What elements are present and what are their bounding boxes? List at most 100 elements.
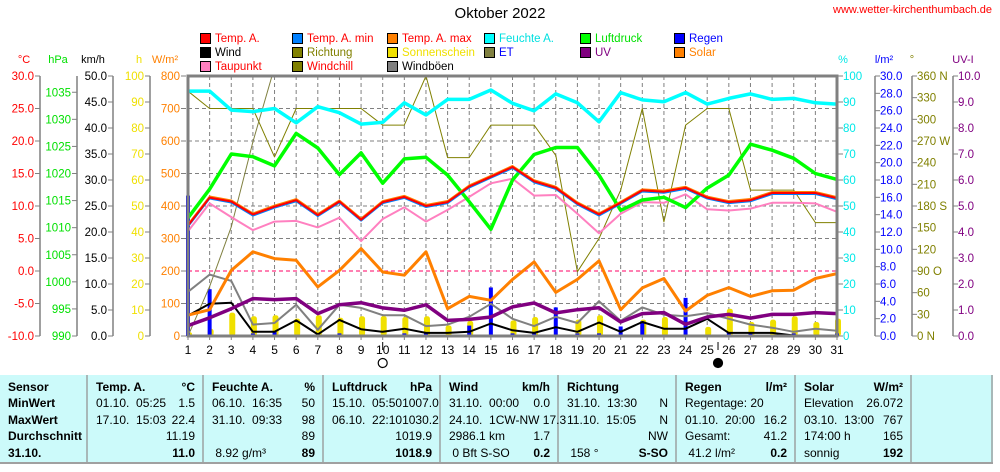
cell-label: 15.10. 05:50 — [332, 396, 403, 411]
legend-swatch-icon — [292, 33, 303, 44]
rain-bar — [553, 307, 558, 336]
axis-unit-uv: UV-I — [952, 54, 973, 66]
x-tick-label: 30 — [809, 343, 823, 357]
column-header-label: Solar — [804, 380, 835, 394]
cell-label: 11.10. 15:05 — [567, 412, 637, 427]
axis-unit-solar: W/m² — [152, 54, 179, 66]
legend-swatch-icon — [484, 47, 495, 58]
legend-swatch-icon — [387, 33, 398, 44]
axis-tick-label-temp: -10.0 — [8, 331, 34, 343]
cell-value: S-SO — [638, 445, 668, 460]
chart-title: Oktober 2022 — [454, 5, 546, 22]
legend-swatch-icon — [387, 61, 398, 72]
series-line-temp-a-max — [188, 164, 837, 225]
table-row: 24.10. 1C W-NW 17.3 — [449, 412, 566, 428]
cell-value: 0.2 — [770, 445, 787, 460]
axis-tick-label-hum: 60 — [843, 175, 856, 187]
x-tick-label: 25 — [701, 343, 715, 357]
column-header: Sensor — [8, 379, 79, 395]
axis-tick-label-hum: 50 — [843, 201, 856, 213]
axis-tick-label-sun: 70 — [131, 149, 144, 161]
axis-tick-label-uv: 0.0 — [958, 331, 974, 343]
rain-bar — [726, 332, 731, 336]
x-tick-label: 11 — [398, 343, 411, 357]
axis-tick-label-sun: 40 — [131, 227, 144, 239]
x-tick-label: 6 — [293, 343, 300, 357]
table-row: MaxWert — [8, 412, 79, 428]
axis-tick-label-rain: 10.0 — [880, 244, 902, 256]
axis-tick-label-temp: -5.0 — [14, 299, 34, 311]
cell-label: 0 Bft S-SO — [449, 445, 510, 460]
axis-tick-label-hum: 80 — [843, 123, 856, 135]
axis-tick-label-uv: 7.0 — [958, 149, 974, 161]
cell-label: 31.10. 13:30 — [567, 396, 638, 411]
axis-tick-label-solar: 0 — [174, 331, 180, 343]
cell-label: Regentage: 20 — [685, 396, 764, 411]
series-line-feuchte-a — [188, 88, 837, 126]
column-header: Regen l/m² — [685, 379, 787, 395]
axis-tick-label-hum: 90 — [843, 97, 856, 109]
column-header-label: Temp. A. — [96, 380, 146, 394]
rain-bar — [207, 289, 212, 336]
x-tick-label: 24 — [679, 343, 693, 357]
statistics-table: Sensor MinWert MaxWert Durchschnitt 31.10. Te… — [0, 375, 993, 462]
new-moon-icon — [712, 357, 724, 369]
sunshine-bar — [315, 315, 322, 336]
sunshine-bar — [380, 315, 387, 336]
axis-tick-label-dir: 0 N — [917, 331, 935, 343]
cell-value: 767 — [882, 412, 903, 427]
table-row: 06.10. 22:10 1030.2 — [332, 412, 439, 428]
x-tick-label: 27 — [744, 343, 758, 357]
axis-tick-label-rain: 26.0 — [880, 106, 902, 118]
table-row: 31.10. 13:30 N — [567, 395, 668, 411]
table-row: 03.10. 13:00 767 — [804, 412, 903, 428]
legend-item: Wind — [200, 46, 241, 59]
legend-label: Feuchte A. — [499, 32, 554, 45]
series-line-windb-en — [188, 273, 837, 333]
cell-label: 01.10. 20:00 — [685, 412, 756, 427]
cell-value: 0.2 — [533, 445, 550, 460]
legend-label: Taupunkt — [215, 60, 262, 73]
cell-label: 2986.1 km — [449, 429, 506, 444]
table-row: 0 Bft S-SO 0.2 — [449, 445, 550, 461]
cell-label: 06.10. 22:10 — [332, 412, 403, 427]
table-row: 41.2 l/m² 0.2 — [685, 445, 787, 461]
axis-tick-label-sun: 0 — [138, 331, 144, 343]
axis-tick-label-uv: 6.0 — [958, 175, 974, 187]
axis-tick-label-rain: 24.0 — [880, 123, 902, 135]
legend-label: Richtung — [307, 46, 353, 59]
axis-tick-label-hum: 100 — [843, 71, 862, 83]
x-tick-label: 21 — [614, 343, 628, 357]
axis-tick-label-sun: 50 — [131, 201, 144, 213]
column-header: Feuchte A.% — [212, 379, 315, 395]
axis-tick-label-dir: 60 — [917, 288, 930, 300]
axis-tick-label-wind: 0.0 — [91, 331, 107, 343]
axis-tick-label-press: 1010 — [45, 223, 71, 235]
axis-tick-label-press: 1030 — [45, 114, 71, 126]
column-header: Wind km/h — [449, 379, 550, 395]
axis-tick-label-hum: 30 — [843, 253, 856, 265]
x-tick-label: 1 — [185, 343, 192, 357]
x-tick-label: 31 — [830, 343, 844, 357]
axis-tick-label-temp: 30.0 — [12, 71, 34, 83]
table-column: Solar W/m² Elevation 26.072 03.10. 13:00 767 1… — [796, 375, 912, 462]
sunshine-bar — [445, 325, 452, 336]
legend-item: Luftdruck — [580, 32, 642, 45]
column-header-label: Regen — [685, 380, 722, 394]
axis-tick-label-hum: 0 — [843, 331, 849, 343]
table-row: NW — [567, 428, 668, 444]
axis-tick-label-rain: 12.0 — [880, 227, 902, 239]
series-line-uv — [188, 296, 837, 328]
website-link[interactable]: www.wetter-kirchenthumbach.de — [833, 4, 992, 16]
axis-tick-label-dir: 300 — [917, 114, 936, 126]
legend-swatch-icon — [674, 33, 685, 44]
axis-tick-label-sun: 20 — [131, 279, 144, 291]
sunshine-bar — [661, 317, 668, 336]
axis-unit-rain: l/m² — [875, 54, 894, 66]
rain-bar — [640, 321, 645, 336]
axis-tick-label-uv: 4.0 — [958, 227, 974, 239]
column-header-unit: W/m² — [873, 380, 903, 394]
legend-swatch-icon — [580, 47, 591, 58]
axis-tick-label-sun: 90 — [131, 97, 144, 109]
legend-swatch-icon — [674, 47, 685, 58]
